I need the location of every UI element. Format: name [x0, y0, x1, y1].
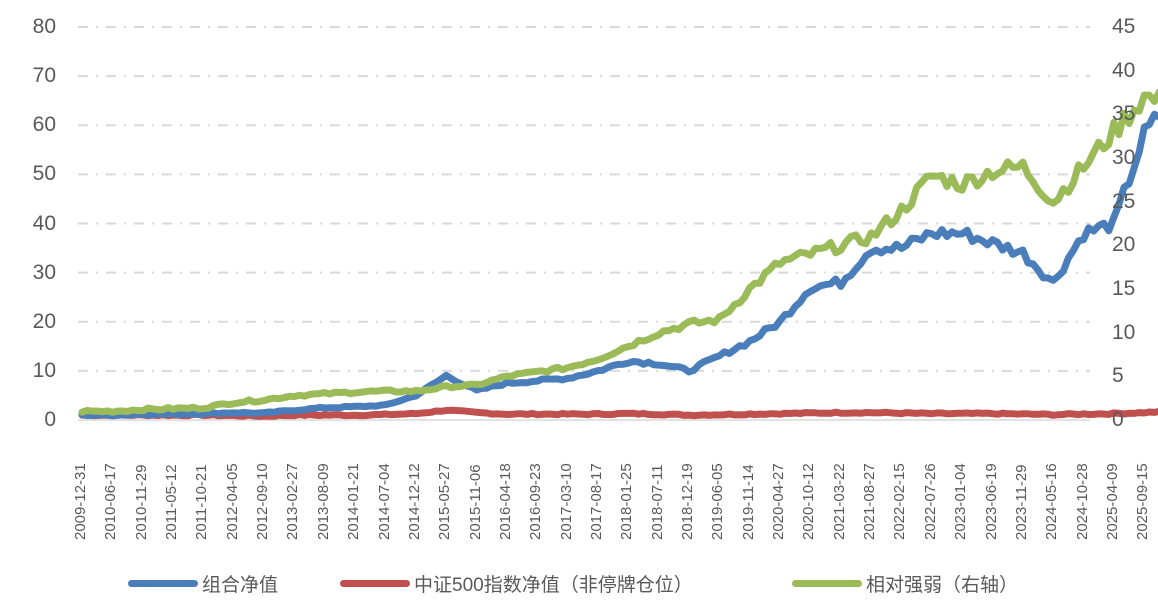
- x-tick-label: 2018-12-19: [679, 463, 696, 540]
- x-tick-label: 2024-10-28: [1073, 463, 1091, 540]
- x-tick-label: 2022-07-26: [921, 463, 939, 540]
- x-tick-label: 2017-08-17: [587, 463, 605, 540]
- x-tick-label: 2014-07-04: [375, 463, 393, 540]
- x-tick-label: 2023-11-29: [1012, 464, 1030, 540]
- y-left-tick-label: 20: [32, 309, 56, 333]
- legend: 组合净值 中证500指数净值（非停牌仓位） 相对强弱（右轴）: [0, 570, 1158, 600]
- x-tick-label: 2011-05-12: [163, 464, 181, 540]
- x-tick-label: 2019-11-14: [739, 464, 757, 540]
- x-tick-label: 2009-12-31: [72, 463, 89, 540]
- legend-item-portfolio: 组合净值: [128, 570, 278, 597]
- legend-swatch-green: [792, 580, 862, 587]
- y-left-tick-label: 50: [32, 162, 56, 186]
- x-tick-label: 2017-03-10: [557, 463, 575, 540]
- x-tick-label: 2015-05-27: [436, 463, 454, 540]
- y-left-tick-label: 60: [32, 113, 56, 137]
- y-right-tick-label: 20: [1112, 233, 1136, 257]
- y-right-tick-label: 30: [1112, 146, 1136, 169]
- legend-label: 组合净值: [202, 575, 279, 596]
- legend-swatch-blue: [128, 580, 198, 587]
- y-right-tick-label: 35: [1112, 102, 1136, 126]
- y-left-tick-label: 40: [32, 211, 56, 235]
- x-tick-label: 2021-03-22: [830, 463, 848, 540]
- x-tick-label: 2010-06-17: [102, 463, 120, 540]
- x-tick-label: 2020-10-12: [800, 463, 818, 540]
- legend-label: 相对强弱（右轴）: [866, 575, 1019, 596]
- series-line-0: [78, 110, 1158, 420]
- legend-label: 中证500指数净值（非停牌仓位）: [414, 575, 693, 596]
- x-tick-label: 2013-08-09: [314, 463, 332, 540]
- y-right-tick-label: 40: [1112, 58, 1136, 82]
- y-left-tick-label: 10: [32, 358, 56, 382]
- x-tick-label: 2011-10-21: [193, 464, 211, 540]
- x-tick-label: 2018-07-11: [648, 464, 666, 540]
- x-tick-label: 2012-04-05: [223, 463, 241, 540]
- x-tick-label: 2019-06-05: [709, 463, 727, 540]
- x-tick-label: 2020-04-27: [770, 463, 788, 540]
- y-left-tick-label: 70: [32, 64, 56, 88]
- x-tick-label: 2025-09-15: [1134, 463, 1152, 540]
- x-tick-label: 2025-04-09: [1103, 463, 1121, 540]
- x-tick-label: 2012-09-10: [254, 463, 272, 540]
- legend-item-csi500: 中证500指数净值（非停牌仓位）: [340, 570, 693, 597]
- legend-item-relative-strength: 相对强弱（右轴）: [792, 570, 1018, 597]
- x-tick-label: 2023-06-19: [982, 463, 1000, 540]
- x-tick-label: 2014-12-12: [405, 463, 423, 540]
- x-tick-label: 2010-11-29: [132, 464, 150, 540]
- y-right-tick-label: 5: [1112, 364, 1124, 388]
- x-tick-label: 2024-05-16: [1043, 463, 1061, 540]
- y-right-tick-label: 10: [1112, 320, 1136, 344]
- series-line-2: [78, 88, 1158, 416]
- x-tick-label: 2014-01-21: [345, 463, 363, 540]
- y-left-tick-label: 30: [32, 260, 56, 284]
- x-tick-label: 2013-02-27: [284, 463, 302, 540]
- y-right-tick-label: 45: [1112, 15, 1136, 38]
- y-left-tick-label: 80: [32, 15, 56, 38]
- legend-swatch-red: [340, 580, 410, 587]
- y-left-tick-label: 0: [44, 408, 56, 431]
- x-tick-label: 2021-08-27: [861, 463, 879, 540]
- y-right-tick-label: 0: [1112, 408, 1124, 431]
- y-right-tick-label: 25: [1112, 189, 1136, 213]
- x-tick-label: 2018-01-25: [618, 463, 636, 540]
- y-right-tick-label: 15: [1112, 277, 1136, 300]
- x-tick-label: 2022-02-15: [891, 463, 909, 540]
- x-tick-label: 2016-09-23: [527, 463, 545, 540]
- x-tick-label: 2016-04-18: [496, 463, 514, 540]
- x-tick-label: 2023-01-04: [952, 463, 970, 540]
- x-tick-label: 2015-11-06: [466, 464, 484, 540]
